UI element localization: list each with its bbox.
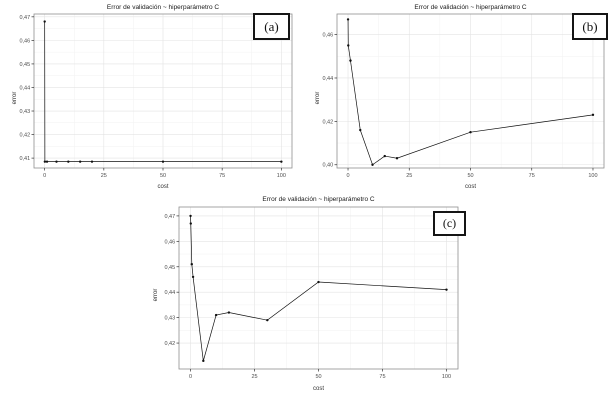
- series-line: [190, 215, 447, 361]
- data-points: [189, 214, 448, 363]
- svg-text:100: 100: [277, 173, 286, 179]
- svg-text:75: 75: [529, 173, 535, 179]
- y-axis-label: error: [153, 288, 159, 302]
- axis-ticks: 0 25 50 75 100 0,40 0,42 0,44 0,46: [322, 33, 597, 179]
- svg-text:0,44: 0,44: [164, 290, 175, 296]
- plot-svg: 0 25 50 75 100 0,41 0,42 0,43 0,44 0,45 0,46 0,47: [19, 13, 293, 179]
- svg-text:50: 50: [160, 173, 166, 179]
- chart-title: Error de validación ~ hiperparámetro C: [262, 196, 375, 203]
- gridlines: [337, 14, 604, 168]
- plot-area: 0 25 50 75 100 0,42 0,43 0,44 0,45 0,46 0,47: [149, 195, 466, 395]
- svg-text:0: 0: [346, 173, 349, 179]
- plot-area: 0 25 50 75 100 0,40 0,42 0,44 0,46: [311, 3, 610, 193]
- svg-text:0,41: 0,41: [19, 156, 30, 162]
- svg-text:50: 50: [467, 173, 473, 179]
- svg-text:0,47: 0,47: [19, 15, 30, 21]
- plot-area: 0 25 50 75 100 0,41 0,42 0,43 0,44 0,45 0,46 0,47: [8, 3, 298, 193]
- svg-text:0,46: 0,46: [322, 33, 333, 39]
- chart-title: Error de validación ~ hiperparámetro C: [106, 4, 220, 11]
- data-points: [346, 18, 595, 166]
- chart-title: Error de validación ~ hiperparámetro C: [414, 4, 527, 11]
- x-axis-label: cost: [464, 184, 476, 190]
- svg-text:25: 25: [101, 173, 107, 179]
- x-axis-label: cost: [312, 386, 324, 392]
- chart-panel-b: Error de validación ~ hiperparámetro C 0…: [311, 3, 610, 193]
- svg-text:0,44: 0,44: [322, 76, 333, 82]
- plot-svg: 0 25 50 75 100 0,42 0,43 0,44 0,45 0,46 0,47: [164, 206, 459, 380]
- svg-text:0,45: 0,45: [164, 265, 175, 271]
- svg-text:25: 25: [406, 173, 412, 179]
- svg-text:0,40: 0,40: [322, 163, 333, 169]
- svg-text:75: 75: [219, 173, 225, 179]
- svg-text:0: 0: [43, 173, 46, 179]
- svg-text:0: 0: [189, 374, 192, 380]
- svg-text:0,45: 0,45: [19, 62, 30, 68]
- svg-text:75: 75: [379, 374, 385, 380]
- y-axis-label: error: [12, 91, 18, 105]
- axis-ticks: 0 25 50 75 100 0,42 0,43 0,44 0,45 0,46 0,47: [164, 214, 451, 380]
- plot-svg: 0 25 50 75 100 0,40 0,42 0,44 0,46: [322, 13, 605, 179]
- svg-text:100: 100: [588, 173, 597, 179]
- svg-text:0,47: 0,47: [164, 214, 175, 220]
- svg-text:0,46: 0,46: [19, 38, 30, 44]
- panel-label-a: (a): [253, 13, 290, 40]
- svg-text:100: 100: [442, 374, 451, 380]
- svg-text:0,42: 0,42: [164, 341, 175, 347]
- svg-text:0,43: 0,43: [164, 316, 175, 322]
- axis-ticks: 0 25 50 75 100 0,41 0,42 0,43 0,44 0,45 0,46 0,47: [19, 15, 285, 179]
- chart-panel-a: Error de validación ~ hiperparámetro C 0…: [8, 3, 298, 193]
- svg-text:0,42: 0,42: [19, 133, 30, 139]
- data-points: [43, 20, 283, 163]
- panel-label-b: (b): [572, 13, 608, 40]
- svg-text:0,42: 0,42: [322, 119, 333, 125]
- svg-text:0,43: 0,43: [19, 109, 30, 115]
- chart-panel-c: Error de validación ~ hiperparámetro C 0…: [149, 195, 466, 395]
- svg-text:0,46: 0,46: [164, 239, 175, 245]
- svg-text:25: 25: [251, 374, 257, 380]
- svg-text:0,44: 0,44: [19, 85, 30, 91]
- gridlines: [179, 207, 458, 369]
- panel-label-c: (c): [433, 211, 466, 236]
- svg-text:50: 50: [315, 374, 321, 380]
- x-axis-label: cost: [157, 184, 169, 190]
- y-axis-label: error: [315, 91, 321, 105]
